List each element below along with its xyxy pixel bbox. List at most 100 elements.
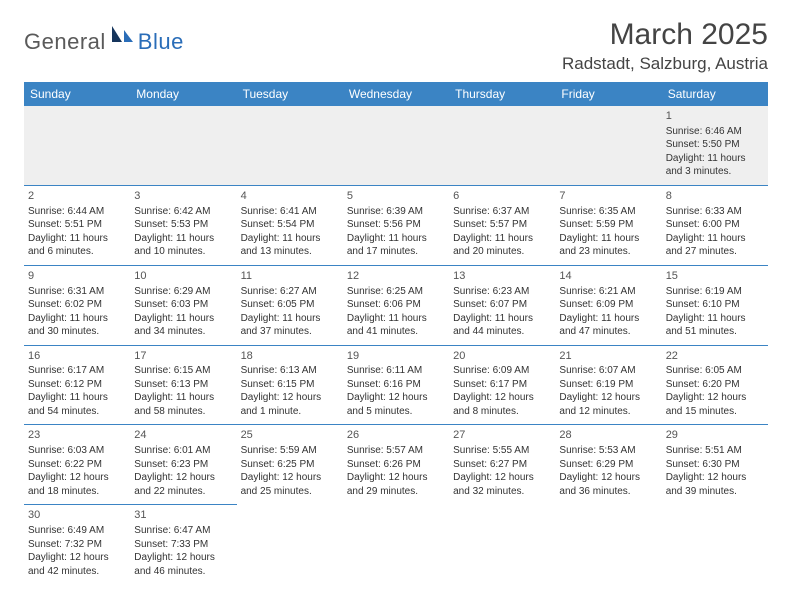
sunset-line: Sunset: 6:20 PM [666,378,764,392]
day-cell [662,505,768,584]
daylight-line-1: Daylight: 11 hours [28,391,126,405]
daylight-line-2: and 17 minutes. [347,245,445,259]
sunset-line: Sunset: 5:57 PM [453,218,551,232]
day-cell: 27Sunrise: 5:55 AMSunset: 6:27 PMDayligh… [449,425,555,505]
day-cell: 4Sunrise: 6:41 AMSunset: 5:54 PMDaylight… [237,185,343,265]
day-cell: 1Sunrise: 6:46 AMSunset: 5:50 PMDaylight… [662,106,768,185]
daylight-line-1: Daylight: 11 hours [453,232,551,246]
sunrise-line: Sunrise: 6:25 AM [347,285,445,299]
day-number: 29 [666,428,764,443]
sunrise-line: Sunrise: 6:49 AM [28,524,126,538]
sunrise-line: Sunrise: 6:19 AM [666,285,764,299]
daylight-line-1: Daylight: 11 hours [28,232,126,246]
daylight-line-2: and 27 minutes. [666,245,764,259]
daylight-line-2: and 22 minutes. [134,485,232,499]
daylight-line-1: Daylight: 11 hours [666,232,764,246]
day-number: 3 [134,189,232,204]
sunrise-line: Sunrise: 6:29 AM [134,285,232,299]
logo: General Blue [24,24,184,59]
sunrise-line: Sunrise: 6:47 AM [134,524,232,538]
daylight-line-1: Daylight: 11 hours [241,232,339,246]
daylight-line-1: Daylight: 12 hours [28,471,126,485]
day-cell: 10Sunrise: 6:29 AMSunset: 6:03 PMDayligh… [130,265,236,345]
daylight-line-2: and 41 minutes. [347,325,445,339]
sunset-line: Sunset: 7:32 PM [28,538,126,552]
daylight-line-1: Daylight: 12 hours [666,471,764,485]
day-number: 22 [666,349,764,364]
calendar-table: SundayMondayTuesdayWednesdayThursdayFrid… [24,82,768,584]
day-number: 16 [28,349,126,364]
day-number: 27 [453,428,551,443]
day-number: 24 [134,428,232,443]
location-text: Radstadt, Salzburg, Austria [562,54,768,74]
sunrise-line: Sunrise: 6:09 AM [453,364,551,378]
day-number: 20 [453,349,551,364]
daylight-line-1: Daylight: 12 hours [241,471,339,485]
day-cell: 17Sunrise: 6:15 AMSunset: 6:13 PMDayligh… [130,345,236,425]
daylight-line-2: and 12 minutes. [559,405,657,419]
calendar-body: 1Sunrise: 6:46 AMSunset: 5:50 PMDaylight… [24,106,768,584]
sunrise-line: Sunrise: 6:13 AM [241,364,339,378]
day-number: 25 [241,428,339,443]
day-cell [24,106,130,185]
day-cell: 2Sunrise: 6:44 AMSunset: 5:51 PMDaylight… [24,185,130,265]
daylight-line-2: and 54 minutes. [28,405,126,419]
day-cell: 14Sunrise: 6:21 AMSunset: 6:09 PMDayligh… [555,265,661,345]
sunset-line: Sunset: 5:51 PM [28,218,126,232]
sunrise-line: Sunrise: 5:59 AM [241,444,339,458]
daylight-line-1: Daylight: 11 hours [134,312,232,326]
daylight-line-2: and 39 minutes. [666,485,764,499]
sunset-line: Sunset: 6:16 PM [347,378,445,392]
day-cell [237,106,343,185]
sunset-line: Sunset: 6:09 PM [559,298,657,312]
sunrise-line: Sunrise: 6:33 AM [666,205,764,219]
day-number: 13 [453,269,551,284]
week-row: 2Sunrise: 6:44 AMSunset: 5:51 PMDaylight… [24,185,768,265]
day-cell [130,106,236,185]
sunrise-line: Sunrise: 6:31 AM [28,285,126,299]
daylight-line-1: Daylight: 12 hours [134,471,232,485]
sunset-line: Sunset: 6:00 PM [666,218,764,232]
sunset-line: Sunset: 6:12 PM [28,378,126,392]
week-row: 23Sunrise: 6:03 AMSunset: 6:22 PMDayligh… [24,425,768,505]
daylight-line-2: and 46 minutes. [134,565,232,579]
daylight-line-1: Daylight: 12 hours [666,391,764,405]
day-number: 26 [347,428,445,443]
day-cell: 31Sunrise: 6:47 AMSunset: 7:33 PMDayligh… [130,505,236,584]
daylight-line-2: and 10 minutes. [134,245,232,259]
day-number: 10 [134,269,232,284]
sunset-line: Sunset: 6:30 PM [666,458,764,472]
daylight-line-2: and 29 minutes. [347,485,445,499]
week-row: 1Sunrise: 6:46 AMSunset: 5:50 PMDaylight… [24,106,768,185]
day-number: 18 [241,349,339,364]
day-cell: 26Sunrise: 5:57 AMSunset: 6:26 PMDayligh… [343,425,449,505]
day-number: 21 [559,349,657,364]
sunset-line: Sunset: 6:05 PM [241,298,339,312]
day-number: 8 [666,189,764,204]
sunset-line: Sunset: 6:02 PM [28,298,126,312]
sunrise-line: Sunrise: 6:21 AM [559,285,657,299]
title-block: March 2025 Radstadt, Salzburg, Austria [562,18,768,74]
logo-text-blue: Blue [138,29,184,55]
day-header-saturday: Saturday [662,82,768,106]
sunset-line: Sunset: 5:59 PM [559,218,657,232]
day-cell [449,106,555,185]
sunrise-line: Sunrise: 6:15 AM [134,364,232,378]
daylight-line-1: Daylight: 11 hours [134,391,232,405]
daylight-line-2: and 58 minutes. [134,405,232,419]
sunset-line: Sunset: 5:50 PM [666,138,764,152]
day-cell: 22Sunrise: 6:05 AMSunset: 6:20 PMDayligh… [662,345,768,425]
daylight-line-1: Daylight: 12 hours [134,551,232,565]
day-cell: 18Sunrise: 6:13 AMSunset: 6:15 PMDayligh… [237,345,343,425]
daylight-line-2: and 1 minute. [241,405,339,419]
day-cell: 30Sunrise: 6:49 AMSunset: 7:32 PMDayligh… [24,505,130,584]
sunset-line: Sunset: 6:13 PM [134,378,232,392]
daylight-line-2: and 47 minutes. [559,325,657,339]
day-cell: 23Sunrise: 6:03 AMSunset: 6:22 PMDayligh… [24,425,130,505]
day-cell: 8Sunrise: 6:33 AMSunset: 6:00 PMDaylight… [662,185,768,265]
sunset-line: Sunset: 6:15 PM [241,378,339,392]
daylight-line-1: Daylight: 12 hours [241,391,339,405]
sunrise-line: Sunrise: 5:51 AM [666,444,764,458]
daylight-line-2: and 3 minutes. [666,165,764,179]
daylight-line-2: and 44 minutes. [453,325,551,339]
